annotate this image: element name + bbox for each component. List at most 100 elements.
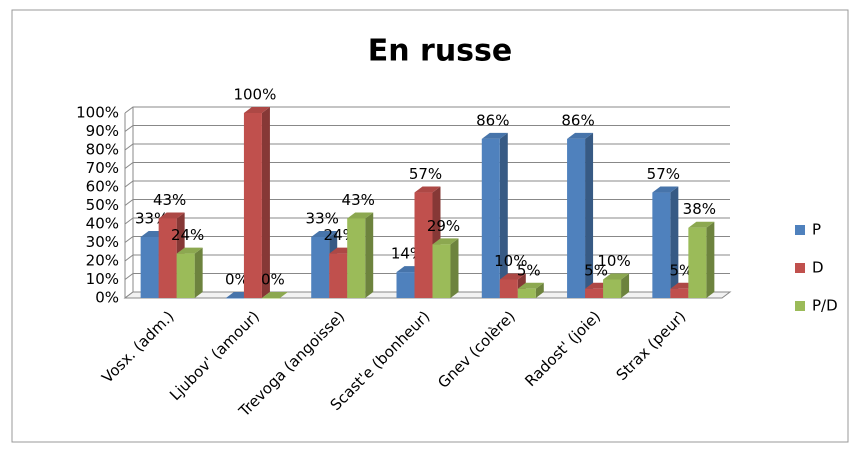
y-tick-label: 60% <box>86 178 119 196</box>
grid-line <box>124 273 730 280</box>
legend-label: P/D <box>812 297 838 315</box>
data-label: 10% <box>597 252 630 270</box>
grid-line <box>124 180 730 188</box>
grid-line <box>124 143 730 151</box>
y-tick-label: 0% <box>95 289 119 307</box>
legend-swatch <box>795 263 805 273</box>
bar-front <box>567 138 586 298</box>
bar-side <box>261 107 270 298</box>
bar-top <box>176 247 203 254</box>
bar-front <box>261 298 280 299</box>
bar-top <box>481 132 508 139</box>
y-tick-label: 50% <box>86 196 119 214</box>
bar <box>481 132 508 298</box>
bar-front <box>396 272 415 298</box>
data-label: 100% <box>233 86 276 104</box>
bar-front <box>585 288 604 298</box>
y-tick-label: 10% <box>86 270 119 288</box>
bar-top <box>567 132 594 139</box>
data-label: 5% <box>669 261 693 279</box>
grid-line <box>124 162 730 169</box>
bar-top <box>261 292 288 298</box>
bar-front <box>176 253 195 298</box>
bar-front <box>311 236 330 298</box>
bar <box>176 247 203 298</box>
bar-top <box>243 107 270 113</box>
grid-line <box>124 236 730 243</box>
bar-front <box>481 138 500 298</box>
legend-label: P <box>812 221 821 239</box>
data-label: 33% <box>306 209 339 227</box>
bar-top <box>414 186 441 193</box>
bar-top <box>517 282 544 289</box>
bar-front <box>499 279 518 298</box>
data-label: 29% <box>427 217 460 235</box>
bar <box>603 273 630 298</box>
bar-side <box>194 247 203 298</box>
bar <box>652 186 679 298</box>
grid-line <box>124 254 730 262</box>
data-label: 43% <box>153 191 186 209</box>
bar-side <box>450 238 459 298</box>
bar-front <box>225 298 244 299</box>
bar <box>688 221 715 298</box>
y-tick-label: 70% <box>86 159 119 177</box>
bar-top <box>652 186 679 193</box>
data-label: 0% <box>225 271 249 289</box>
grid-line <box>124 125 730 132</box>
bar-side <box>621 273 630 298</box>
bar-top <box>158 212 185 219</box>
data-label: 0% <box>261 271 285 289</box>
legend-swatch <box>795 301 805 311</box>
bar-side <box>499 132 508 298</box>
bar-front <box>652 192 671 298</box>
bar-top <box>347 212 374 219</box>
grid-line <box>124 217 730 225</box>
y-tick-label: 90% <box>86 122 119 140</box>
data-label: 5% <box>517 261 541 279</box>
bar-top <box>603 273 630 280</box>
bar-front <box>432 244 451 298</box>
data-label: 57% <box>647 165 680 183</box>
legend-swatch <box>795 225 805 235</box>
bar-front <box>414 192 433 298</box>
grid-line <box>124 106 730 114</box>
y-tick-label: 80% <box>86 141 119 159</box>
bar-front <box>158 218 177 298</box>
bar-front <box>688 227 707 298</box>
bar-top <box>311 230 338 237</box>
y-tick-label: 30% <box>86 233 119 251</box>
legend-label: D <box>812 259 824 277</box>
bar-top <box>688 221 715 228</box>
bar-front <box>243 113 262 298</box>
bar-front <box>347 218 366 298</box>
grid-line <box>124 199 730 206</box>
bar-side <box>535 282 544 298</box>
chart-title: En russe <box>368 34 513 69</box>
y-tick-label: 100% <box>76 104 119 122</box>
bar-front <box>670 288 689 298</box>
bar-top <box>499 273 526 280</box>
bar <box>567 132 594 298</box>
data-label: 5% <box>584 261 608 279</box>
data-label: 10% <box>494 252 527 270</box>
bar-side <box>670 186 679 298</box>
data-label: 38% <box>683 200 716 218</box>
data-label: 86% <box>561 111 594 129</box>
bar <box>432 238 459 298</box>
bar-front <box>140 236 159 298</box>
bar <box>347 212 374 298</box>
bar-side <box>706 221 715 298</box>
bar-front <box>603 279 622 298</box>
y-tick-label: 40% <box>86 215 119 233</box>
data-label: 57% <box>409 165 442 183</box>
bar <box>261 292 288 299</box>
bar-front <box>517 288 536 298</box>
bar <box>517 282 544 298</box>
bar-top <box>432 238 459 245</box>
bar-front <box>329 253 348 298</box>
bar-side <box>585 132 594 298</box>
bar-side <box>365 212 374 298</box>
data-label: 43% <box>342 191 375 209</box>
data-label: 24% <box>171 226 204 244</box>
